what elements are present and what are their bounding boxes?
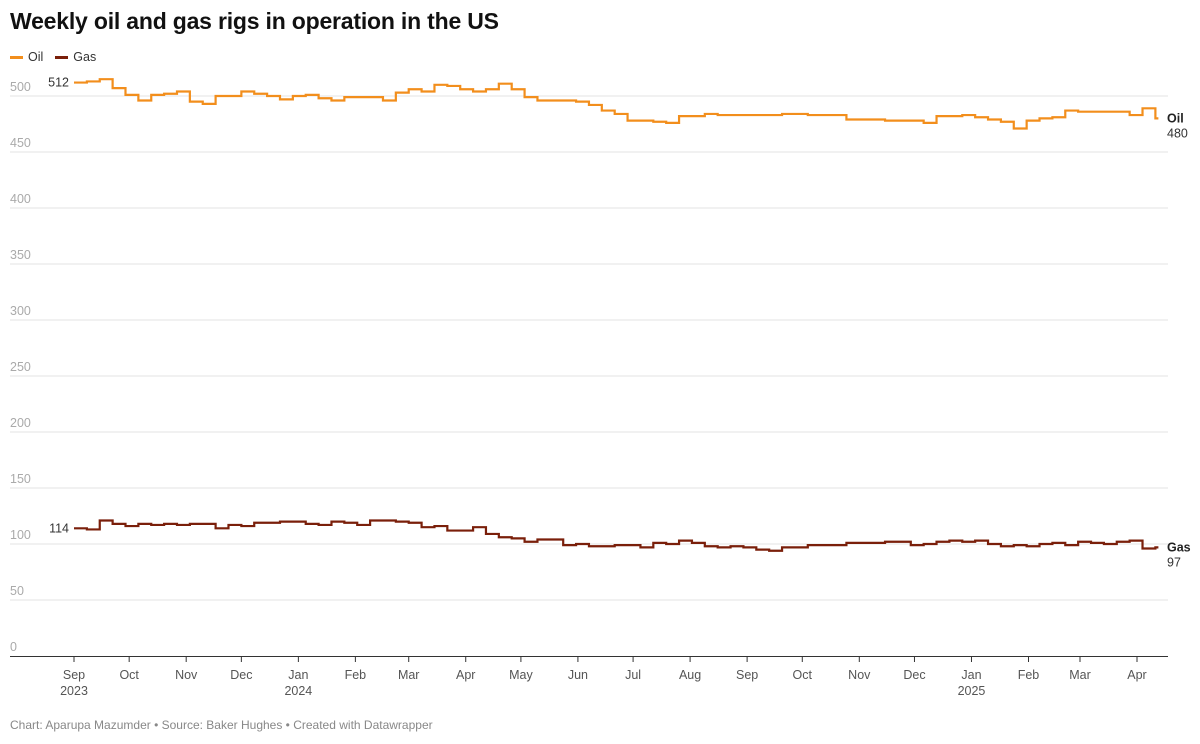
x-tick-label: Feb — [1018, 668, 1040, 682]
legend-swatch-gas — [55, 55, 69, 59]
x-tick-year-label: 2024 — [284, 684, 312, 698]
y-tick-label: 300 — [10, 304, 31, 318]
legend-label-gas: Gas — [73, 50, 97, 64]
x-tick-label: Feb — [345, 668, 367, 682]
x-tick-label: Oct — [119, 668, 139, 682]
y-tick-label: 200 — [10, 416, 31, 430]
x-tick-label: Jan — [961, 668, 981, 682]
chart-title: Weekly oil and gas rigs in operation in … — [10, 8, 499, 34]
end-series-label: Oil — [1167, 111, 1184, 125]
chart-footer: Chart: Aparupa Mazumder • Source: Baker … — [10, 718, 433, 732]
x-tick-label: Nov — [175, 668, 198, 682]
start-value-label: 114 — [49, 521, 69, 535]
x-tick-label: Apr — [456, 668, 475, 682]
x-tick-label: May — [509, 668, 533, 682]
series-line-oil — [74, 78, 1159, 130]
y-tick-label: 250 — [10, 360, 31, 374]
legend: Oil Gas — [10, 50, 96, 64]
x-tick-label: Dec — [230, 668, 252, 682]
legend-swatch-oil — [10, 55, 23, 59]
legend-label-oil: Oil — [28, 50, 44, 64]
end-value-label: 97 — [1167, 555, 1181, 569]
x-tick-year-label: 2023 — [60, 684, 88, 698]
y-tick-label: 500 — [10, 80, 31, 94]
x-tick-year-label: 2025 — [958, 684, 986, 698]
x-tick-label: Dec — [903, 668, 925, 682]
x-tick-label: Nov — [848, 668, 871, 682]
x-tick-label: Jul — [625, 668, 641, 682]
legend-item-gas: Gas — [55, 50, 96, 64]
start-value-label: 512 — [48, 76, 69, 90]
end-series-label: Gas — [1167, 540, 1191, 554]
y-tick-label: 450 — [10, 136, 31, 150]
x-tick-label: Mar — [398, 668, 420, 682]
y-tick-label: 150 — [10, 472, 31, 486]
y-tick-label: 0 — [10, 640, 17, 654]
y-tick-label: 100 — [10, 528, 31, 542]
y-tick-label: 50 — [10, 584, 24, 598]
x-tick-label: Oct — [793, 668, 813, 682]
x-tick-label: Mar — [1069, 668, 1091, 682]
x-tick-label: Sep — [736, 668, 758, 682]
legend-item-oil: Oil — [10, 50, 43, 64]
x-tick-label: Jun — [568, 668, 588, 682]
x-tick-label: Aug — [679, 668, 701, 682]
y-tick-label: 350 — [10, 248, 31, 262]
series-line-gas — [74, 519, 1159, 552]
end-value-label: 480 — [1167, 126, 1188, 140]
x-tick-label: Sep — [63, 668, 85, 682]
y-tick-label: 400 — [10, 192, 31, 206]
x-tick-label: Jan — [288, 668, 308, 682]
x-tick-label: Apr — [1127, 668, 1146, 682]
